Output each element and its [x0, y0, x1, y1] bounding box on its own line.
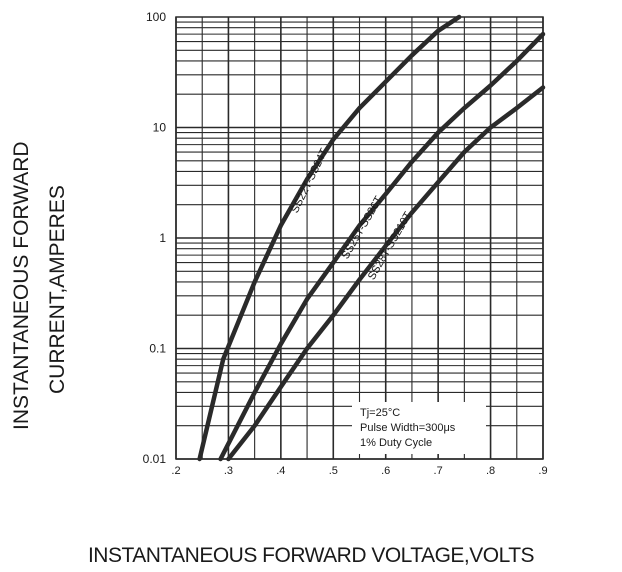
x-tick-label: .6 — [381, 465, 390, 477]
series-group — [197, 14, 546, 462]
annotation-line-1: Pulse Width=300μs — [360, 422, 456, 434]
series-line-0 — [197, 14, 462, 462]
x-tick-label: .3 — [224, 465, 233, 477]
series-line-1 — [218, 31, 546, 462]
y-tick-label: 0.01 — [143, 452, 167, 466]
x-tick-label: .5 — [329, 465, 338, 477]
x-tick-label: .9 — [538, 465, 547, 477]
y-tick-label: 100 — [146, 10, 166, 24]
annotation-line-0: Tj=25°C — [360, 407, 400, 419]
y-axis-title: INSTANTANEOUS FORWARD CURRENT,AMPERES — [8, 10, 88, 440]
x-tick-label: .4 — [276, 465, 285, 477]
plot-frame — [175, 16, 544, 460]
y-tick-label: 10 — [153, 121, 167, 135]
x-tick-label: .8 — [486, 465, 495, 477]
y-tick-label: 0.1 — [149, 342, 166, 356]
x-tick-label: .7 — [434, 465, 443, 477]
tick-labels: .2 .3 .4 .5 .6 .7 .8 .9 0.01 0.1 1 10 100 — [143, 10, 548, 477]
annotation-line-2: 1% Duty Cycle — [360, 437, 432, 449]
y-axis-title-line-2: CURRENT,AMPERES — [46, 185, 69, 394]
annotation-box: Tj=25°C Pulse Width=300μs 1% Duty Cycle — [352, 402, 486, 454]
x-axis-title: INSTANTANEOUS FORWARD VOLTAGE,VOLTS — [87, 544, 535, 567]
y-tick-label: 1 — [159, 231, 166, 245]
x-tick-label: .2 — [171, 465, 180, 477]
y-axis-title-line-1: INSTANTANEOUS FORWARD — [10, 141, 33, 430]
series-line-2 — [226, 85, 546, 462]
